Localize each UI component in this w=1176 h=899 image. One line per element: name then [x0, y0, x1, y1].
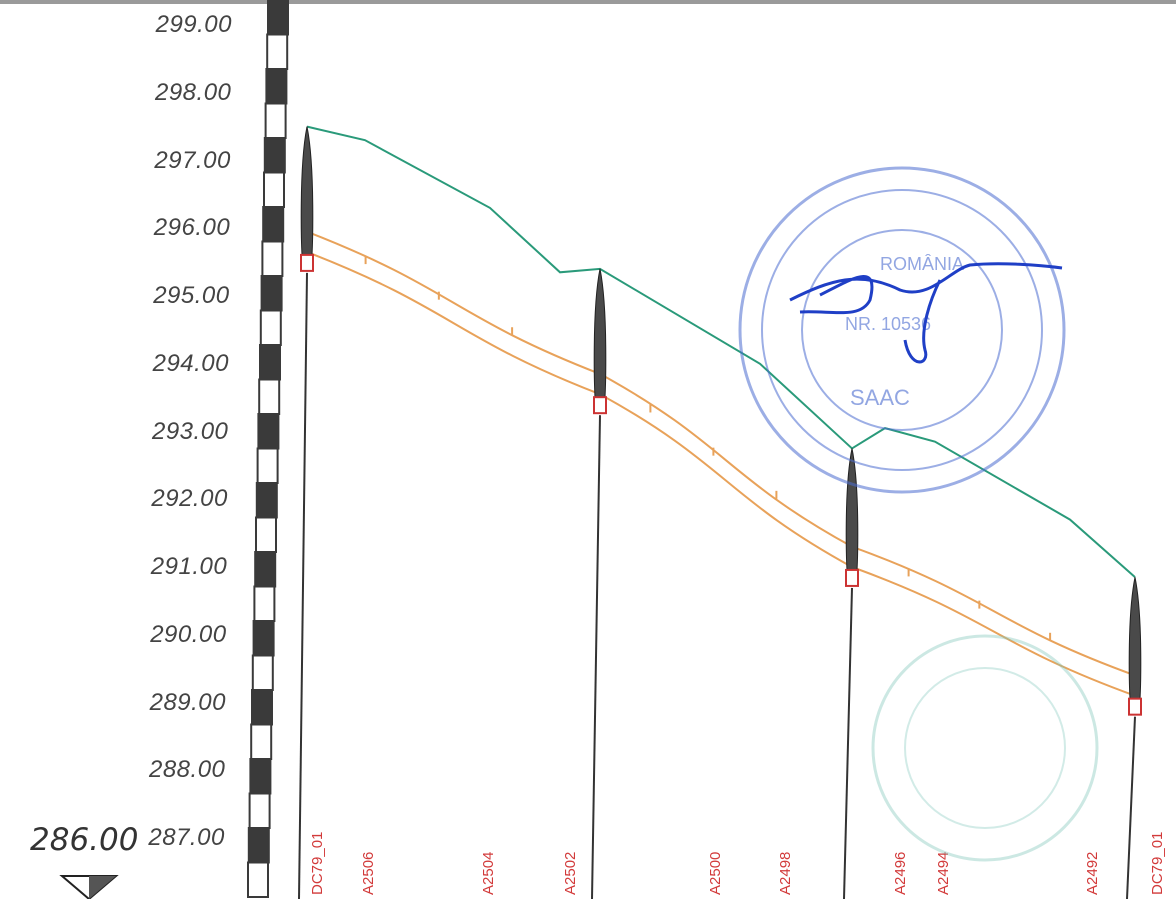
pipe-lines — [306, 230, 1136, 697]
faint-stamp-outer — [871, 634, 1099, 862]
scale-bar-segment — [255, 516, 277, 553]
pipe-bottom-line — [851, 566, 1136, 697]
manhole-shaft — [593, 268, 607, 412]
pipe-top-line — [599, 373, 853, 548]
station-labels: DC79_01 A2502 A2496 DC79_01 A2506 A2504 A2500 A… — [309, 832, 1166, 895]
pipe-bottom-line — [306, 251, 601, 396]
stamp-text-number: NR. 10536 — [845, 314, 931, 334]
scale-bar-segment — [263, 171, 285, 208]
station-label-manhole: DC79_01 — [309, 832, 326, 895]
pipe-top-line — [851, 545, 1136, 677]
scale-bar-segment — [261, 240, 284, 277]
pipe-bottom-line — [599, 393, 853, 568]
manhole-invert-box — [593, 396, 607, 415]
station-label-manhole: DC79_01 — [1149, 832, 1166, 895]
elevation-label: 293.00 — [151, 417, 229, 445]
signature — [789, 262, 1063, 364]
scale-bar-segment — [262, 206, 285, 243]
manhole-invert-box — [300, 253, 314, 272]
elevation-label: 287.00 — [148, 824, 225, 851]
pipe-top-line — [306, 230, 601, 375]
elevation-label: 296.00 — [153, 214, 231, 242]
elevation-scale-bar — [247, 0, 289, 898]
elevation-label: 289.00 — [149, 688, 226, 716]
scale-bar-segment — [251, 689, 273, 726]
stamps: ROMÂNIA NR. 10536 SAAC — [738, 166, 1099, 862]
station-label: A2494 — [935, 852, 952, 895]
scale-bar-segment — [254, 551, 277, 588]
stamp-text-top: ROMÂNIA — [880, 254, 964, 274]
manhole-drop-line — [843, 587, 853, 899]
ground-line — [306, 125, 1136, 578]
datum-triangle-fill — [89, 876, 116, 899]
datum-marker — [59, 875, 119, 899]
station-label: A2492 — [1084, 852, 1101, 895]
scale-bar-segment — [247, 827, 270, 864]
manhole-drop-line — [591, 415, 601, 899]
scale-bar-segment — [264, 102, 287, 139]
scale-bar-segment — [248, 792, 271, 829]
elevation-label: 290.00 — [150, 620, 227, 648]
manhole-drop-line — [298, 272, 308, 899]
scale-bar-segment — [253, 585, 276, 622]
datum-label: 286.00 — [30, 822, 139, 858]
elevation-label: 299.00 — [155, 11, 232, 38]
stamp-text-bottom: SAAC — [850, 385, 910, 410]
scale-bar-segment — [247, 861, 269, 898]
scale-bar-segment — [256, 447, 279, 484]
scale-bar-segment — [259, 344, 281, 381]
stamp-inner-ring — [801, 229, 1003, 431]
manhole-invert-box — [845, 568, 859, 587]
station-label: A2498 — [777, 852, 794, 895]
scale-bar-segment — [249, 758, 272, 795]
station-label-manhole: A2502 — [562, 852, 579, 895]
scale-bar-segment — [266, 33, 289, 70]
manhole-invert-box — [1128, 697, 1142, 716]
scale-bar-segment — [265, 68, 288, 105]
elevation-label: 297.00 — [154, 146, 231, 174]
scale-bar-segment — [250, 723, 273, 760]
page-top-border — [0, 0, 1176, 4]
station-label: A2504 — [480, 852, 497, 895]
elevation-label: 294.00 — [152, 349, 229, 377]
elevation-label: 288.00 — [148, 756, 226, 784]
manhole-drop-lines — [298, 272, 1136, 899]
ground-profile-line — [306, 125, 1136, 578]
scale-bar-segment — [251, 654, 274, 691]
scale-bar-segment — [252, 620, 275, 657]
stamp-outer-ring — [738, 166, 1066, 494]
manhole-shaft — [1128, 577, 1142, 714]
scale-bar-segment — [267, 0, 289, 36]
scale-bar-segment — [257, 413, 280, 450]
elevation-label: 291.00 — [150, 553, 228, 580]
manhole-drop-line — [1126, 716, 1136, 899]
scale-bar-segment — [255, 482, 278, 519]
manhole-shaft — [300, 126, 314, 270]
scale-bar-segment — [258, 378, 281, 415]
scale-bar-segment — [259, 309, 282, 346]
elevation-label: 298.00 — [154, 78, 232, 106]
scale-bar-segment — [263, 137, 286, 174]
stamp-middle-ring — [761, 189, 1043, 471]
manhole-shaft — [845, 448, 859, 585]
station-label-manhole: A2496 — [892, 852, 909, 895]
elevation-label: 292.00 — [151, 485, 228, 513]
station-label: A2500 — [707, 852, 724, 895]
elevation-label: 295.00 — [153, 282, 230, 309]
station-label: A2506 — [360, 852, 377, 895]
faint-stamp-inner — [904, 667, 1066, 829]
scale-bar-segment — [260, 275, 283, 312]
